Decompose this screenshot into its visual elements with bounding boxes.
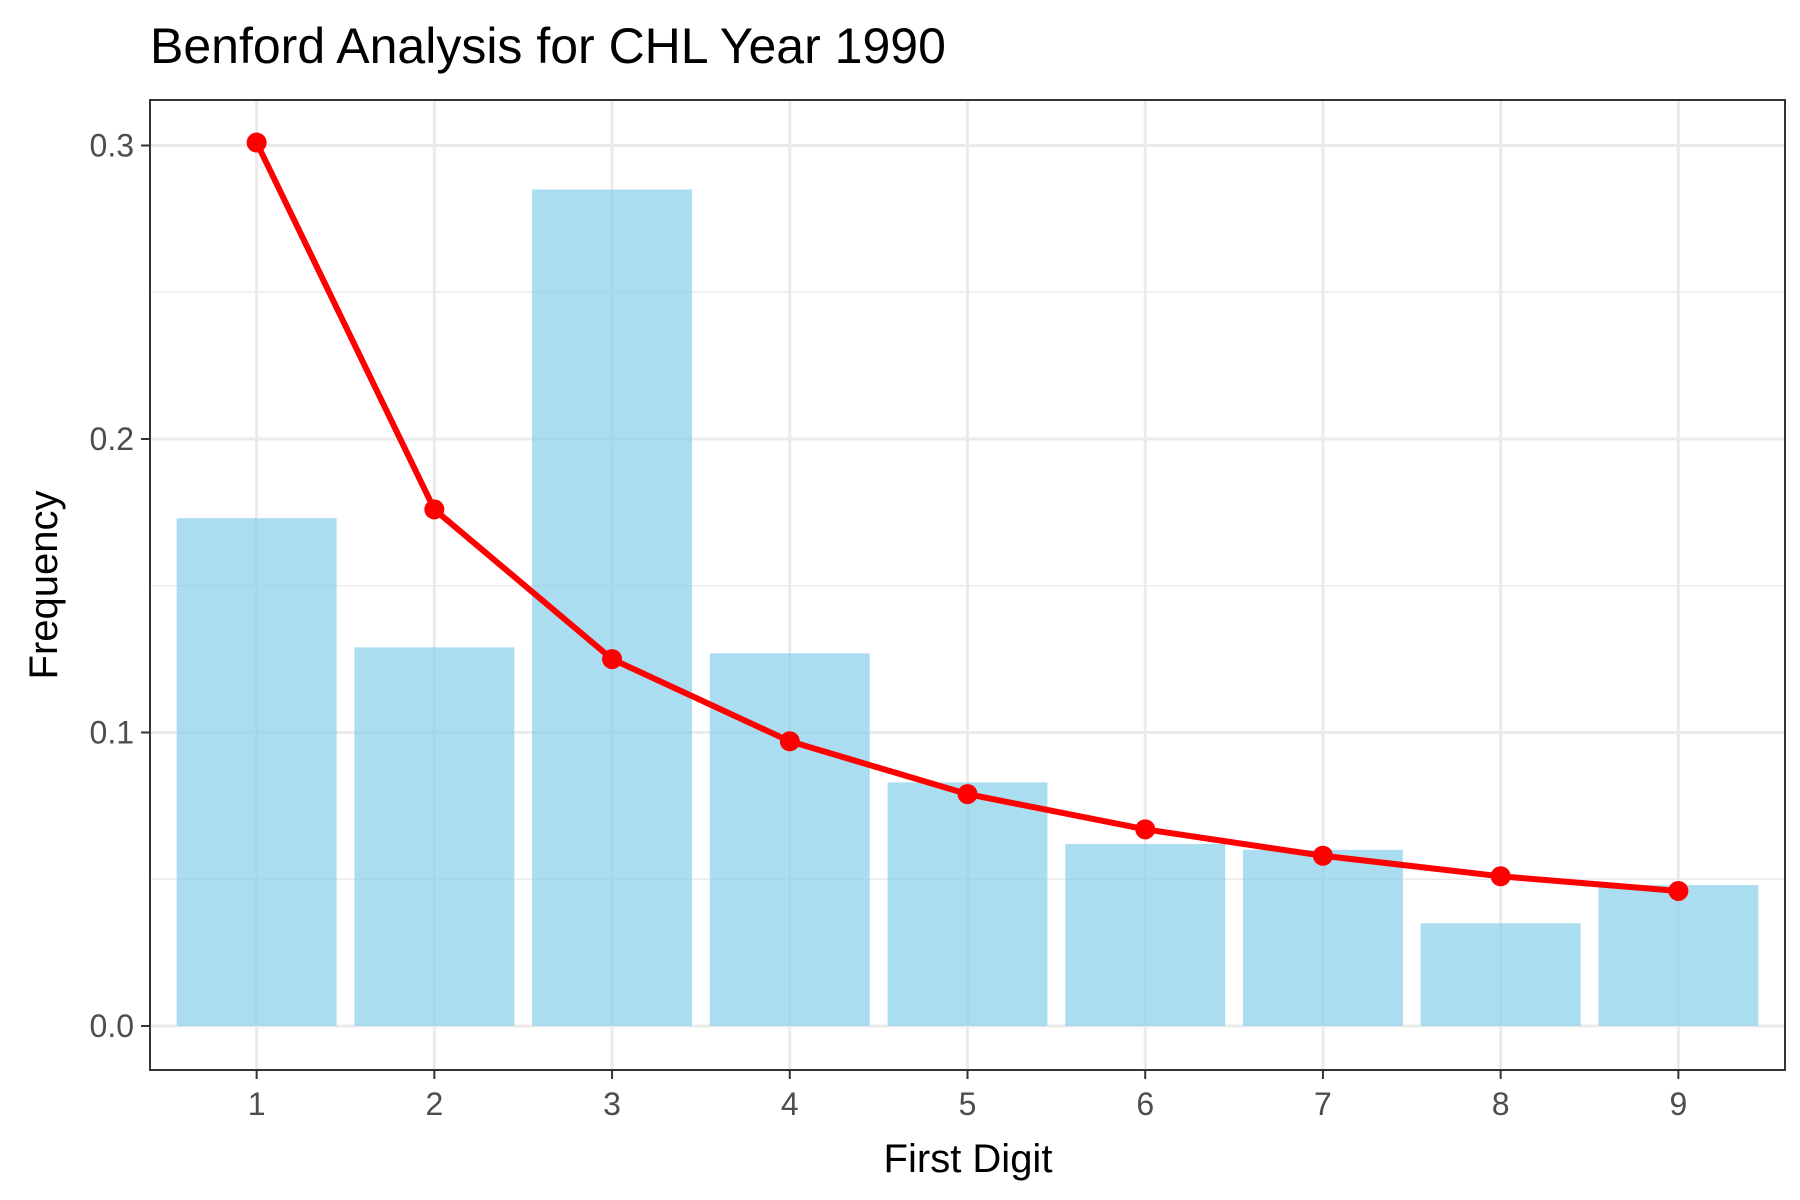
bar	[1598, 885, 1759, 1026]
benford-point	[1668, 880, 1689, 901]
x-tick-label: 7	[1314, 1086, 1332, 1122]
bar	[532, 189, 693, 1026]
y-tick-label: 0.2	[90, 421, 134, 457]
benford-point	[1312, 845, 1333, 866]
y-axis-title: Frequency	[22, 491, 66, 680]
bar	[1242, 849, 1403, 1026]
benford-point	[957, 784, 978, 805]
axes: 0.0 0.1 0.2 0.3 1 2 3 4 5 6 7 8 9	[90, 99, 1786, 1122]
benford-point	[1490, 866, 1511, 887]
bar	[1065, 844, 1226, 1026]
benford-point	[246, 132, 267, 153]
x-tick-label: 1	[248, 1086, 266, 1122]
x-axis-title: First Digit	[884, 1137, 1053, 1181]
x-tick-label: 3	[603, 1086, 621, 1122]
bar	[1420, 923, 1581, 1026]
y-tick-label: 0.1	[90, 714, 134, 750]
benford-point	[779, 731, 800, 752]
x-tick-label: 2	[425, 1086, 443, 1122]
benford-point	[1135, 819, 1156, 840]
benford-expected-series	[246, 132, 1689, 901]
y-tick-label: 0.3	[90, 127, 134, 163]
bar	[176, 518, 337, 1026]
benford-point	[602, 649, 623, 670]
bar-series	[176, 189, 1759, 1026]
bar	[887, 782, 1048, 1026]
y-tick-label: 0.0	[90, 1008, 134, 1044]
chart-title: Benford Analysis for CHL Year 1990	[150, 18, 946, 74]
x-tick-label: 9	[1669, 1086, 1687, 1122]
x-tick-label: 8	[1492, 1086, 1510, 1122]
x-tick-label: 6	[1136, 1086, 1154, 1122]
x-tick-label: 4	[781, 1086, 799, 1122]
benford-point	[424, 499, 445, 520]
bar	[354, 647, 515, 1026]
bar	[709, 653, 870, 1026]
x-tick-label: 5	[959, 1086, 977, 1122]
